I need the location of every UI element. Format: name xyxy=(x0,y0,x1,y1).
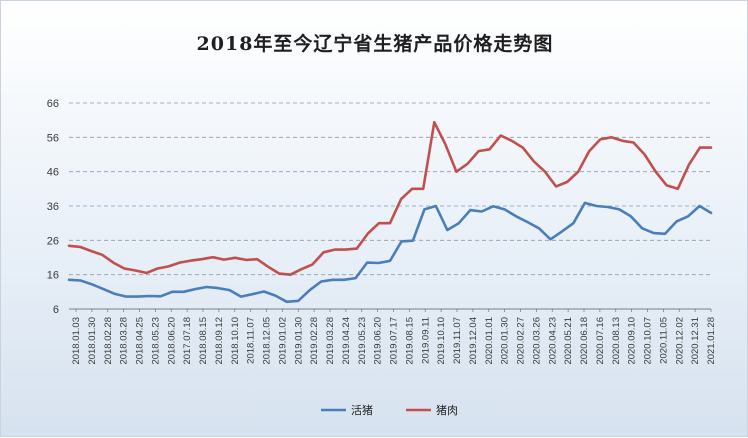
x-tick-label: 2019.01.30 xyxy=(293,317,304,365)
x-tick-label: 2020.04.23 xyxy=(547,317,558,365)
x-tick-label: 2019.07.17 xyxy=(389,317,400,365)
x-tick-label: 2020.05.21 xyxy=(563,317,574,365)
x-tick-label: 2018.10.10 xyxy=(230,317,241,365)
x-tick-label: 2020.01.30 xyxy=(500,317,511,365)
x-tick-label: 2019.10.10 xyxy=(436,317,447,365)
y-tick-label: 66 xyxy=(47,98,59,110)
x-tick-label: 2018.05.23 xyxy=(150,317,161,365)
x-tick-label: 2018.02.28 xyxy=(103,317,114,365)
x-tick-label: 2020.02.27 xyxy=(516,317,527,365)
x-tick-label: 2020.12.02 xyxy=(674,317,685,365)
x-tick-label: 2019.12.04 xyxy=(468,317,479,365)
y-axis-tick-labels: 6 16 26 36 46 56 66 xyxy=(47,98,59,316)
x-tick-label: 2019.11.07 xyxy=(452,317,463,364)
x-tick-label: 2020.01.01 xyxy=(484,317,495,365)
x-tick-label: 2019.05.23 xyxy=(357,317,368,365)
series-line-活猪 xyxy=(67,201,713,304)
legend-label: 猪肉 xyxy=(436,404,458,417)
y-tick-label: 26 xyxy=(47,235,59,247)
x-tick-label: 2018.11.07 xyxy=(246,317,257,364)
y-tick-label: 46 xyxy=(47,167,59,179)
x-axis xyxy=(69,308,712,312)
x-tick-label: 2019.09.11 xyxy=(420,317,431,364)
legend-label: 活猪 xyxy=(351,404,373,417)
x-tick-label: 2018.04.25 xyxy=(135,317,146,365)
series-lines xyxy=(67,120,713,304)
series-line-猪肉 xyxy=(67,120,713,277)
x-tick-label: 2019.04.24 xyxy=(341,317,352,365)
x-tick-label: 2017.07.18 xyxy=(182,317,193,365)
x-tick-label: 2020.08.13 xyxy=(611,317,622,365)
y-tick-label: 6 xyxy=(53,304,59,316)
x-tick-label: 2020.11.05 xyxy=(658,317,669,364)
x-tick-label: 2020.12.31 xyxy=(690,317,701,365)
chart-title: 2018年至今辽宁省生猪产品价格走势图 xyxy=(196,33,554,55)
x-tick-label: 2018.06.20 xyxy=(166,317,177,365)
x-tick-label: 2021.01.28 xyxy=(706,317,717,365)
y-tick-label: 36 xyxy=(47,201,59,213)
y-tick-label: 56 xyxy=(47,132,59,144)
x-tick-label: 2018.12.05 xyxy=(262,317,273,365)
x-tick-label: 2020.10.07 xyxy=(643,317,654,365)
legend: 活猪 猪肉 xyxy=(321,404,458,417)
x-tick-label: 2020.06.18 xyxy=(579,317,590,365)
x-axis-tick-labels: 2018.01.03 2018.01.30 2018.02.28 2018.03.28… xyxy=(71,317,717,365)
x-tick-label: 2018.01.30 xyxy=(87,317,98,365)
x-tick-label: 2019.08.15 xyxy=(404,317,415,365)
x-tick-label: 2020.07.16 xyxy=(595,317,606,365)
x-tick-label: 2018.08.15 xyxy=(198,317,209,365)
x-tick-label: 2019.06.20 xyxy=(373,317,384,365)
x-tick-label: 2019.03.28 xyxy=(325,317,336,365)
x-tick-label: 2018.09.12 xyxy=(214,317,225,365)
y-tick-label: 16 xyxy=(47,270,59,282)
x-tick-label: 2020.09.10 xyxy=(627,317,638,365)
x-tick-label: 2020.03.26 xyxy=(531,317,542,365)
x-tick-label: 2019.02.28 xyxy=(309,317,320,365)
x-tick-label: 2018.03.28 xyxy=(119,317,130,365)
x-tick-label: 2018.01.03 xyxy=(71,317,82,365)
gridlines xyxy=(69,102,711,276)
x-tick-label: 2019.01.02 xyxy=(277,317,288,365)
